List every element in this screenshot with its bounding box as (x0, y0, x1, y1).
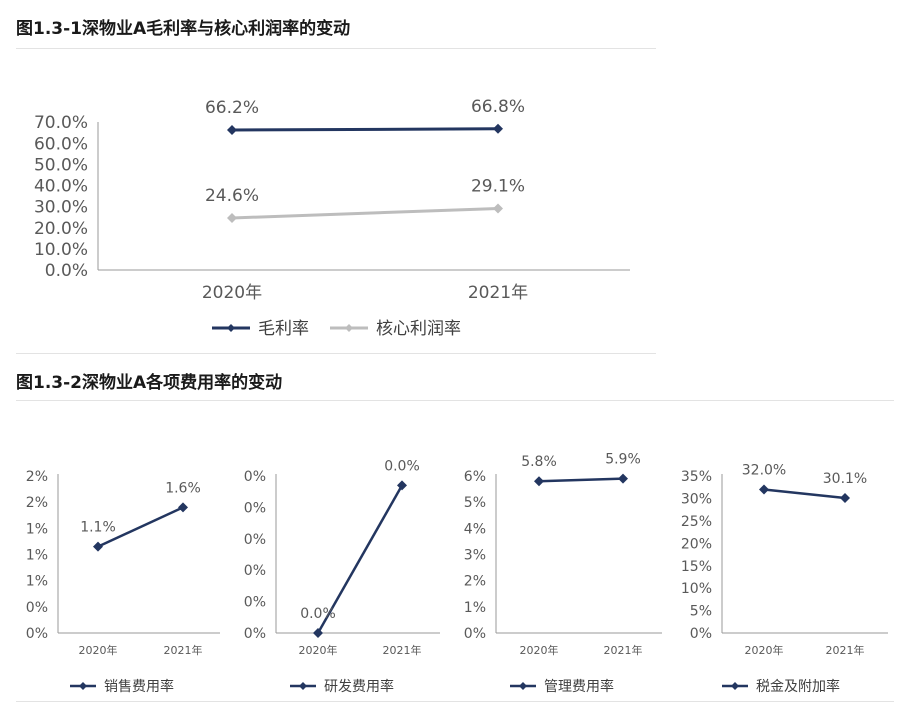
fig2-chart1-data-point (178, 502, 188, 513)
fig1-data-point (227, 212, 237, 223)
fig2-chart1-y-tick-label: 2% (26, 495, 48, 511)
fig2-chart2-data-label: 0.0% (384, 458, 420, 474)
fig2-chart4-y-tick-label: 0% (690, 626, 712, 642)
fig2-chart1-y-tick-label: 1% (26, 548, 48, 564)
fig1-data-point (493, 123, 503, 134)
fig2-chart1-series-line (97, 506, 184, 548)
fig1-x-category-label: 2021年 (468, 283, 528, 303)
fig2-chart2-legend-marker (299, 682, 307, 690)
fig2-chart3-series-line (538, 477, 624, 483)
fig2-chart2-y-tick-label: 0% (244, 500, 266, 516)
fig1-y-tick-label: 0.0% (45, 261, 88, 281)
fig2-chart4-y-tick-label: 25% (681, 514, 712, 530)
fig2-chart3-y-tick-label: 1% (464, 600, 486, 616)
fig2-chart4-y-tick-label: 30% (681, 491, 712, 507)
figure2-bottom-divider (16, 701, 894, 702)
fig2-chart2-series-line (316, 484, 404, 634)
fig2-chart4-data-point (759, 484, 769, 495)
fig2-chart3-legend-marker (519, 682, 527, 690)
fig2-chart3-data-label: 5.9% (605, 452, 641, 468)
fig2-chart1-y-tick-label: 0% (26, 600, 48, 616)
fig1-x-category-label: 2020年 (202, 283, 262, 303)
fig2-chart3-y-tick-label: 2% (464, 574, 486, 590)
fig2-chart1-y-tick-label: 2% (26, 469, 48, 485)
fig2-chart3-y-tick-label: 0% (464, 626, 486, 642)
fig1-series-line (231, 127, 499, 132)
fig2-chart3-y-tick-label: 3% (464, 548, 486, 564)
fig2-chart2-y-tick-label: 0% (244, 532, 266, 548)
fig2-chart3-x-category-label: 2020年 (520, 643, 559, 657)
fig1-data-label: 24.6% (205, 186, 259, 206)
fig2-chart3-data-point (534, 476, 544, 487)
fig2-chart4-x-category-label: 2021年 (826, 643, 865, 657)
figure2-title: 图1.3-2深物业A各项费用率的变动 (16, 373, 283, 393)
fig1-y-tick-label: 30.0% (34, 198, 88, 218)
fig2-chart4-series-line (763, 488, 846, 500)
fig2-chart1-legend-label: 销售费用率 (104, 678, 174, 695)
fig2-chart2-data-label: 0.0% (300, 606, 336, 622)
fig2-chart4-y-tick-label: 20% (681, 536, 712, 552)
fig2-chart2-x-category-label: 2021年 (383, 643, 422, 657)
fig2-chart3-y-tick-label: 5% (464, 495, 486, 511)
fig2-chart1-x-category-label: 2021年 (164, 643, 203, 657)
figure1-title: 图1.3-1深物业A毛利率与核心利润率的变动 (16, 19, 351, 39)
fig2-chart2-y-tick-label: 0% (244, 563, 266, 579)
fig1-legend-label: 核心利润率 (376, 319, 461, 339)
fig2-chart2-x-category-label: 2020年 (299, 643, 338, 657)
fig1-y-tick-label: 10.0% (34, 240, 88, 260)
fig1-data-point (493, 203, 503, 214)
fig1-y-tick-label: 60.0% (34, 134, 88, 154)
fig2-chart3-y-tick-label: 4% (464, 521, 486, 537)
fig1-legend-marker (345, 324, 353, 332)
fig2-chart4-legend-marker (731, 682, 739, 690)
fig1-data-point (227, 125, 237, 136)
fig1-y-tick-label: 20.0% (34, 219, 88, 239)
figure1-chart: 0.0%10.0%20.0%30.0%40.0%50.0%60.0%70.0% 2… (34, 97, 630, 339)
fig2-chart4-data-label: 30.1% (823, 471, 867, 487)
figure1-bottom-divider (16, 353, 656, 354)
fig1-series-line (231, 206, 499, 220)
fig2-chart3-legend-label: 管理费用率 (544, 678, 614, 695)
fig1-legend-label: 毛利率 (258, 319, 309, 339)
fig2-chart2-data-point (313, 628, 323, 638)
fig2-chart1-data-point (93, 541, 103, 552)
fig2-chart4-legend-label: 税金及附加率 (756, 678, 840, 695)
fig2-chart1-x-category-label: 2020年 (79, 643, 118, 657)
figure2-title-divider (16, 400, 894, 401)
fig2-chart4-y-tick-label: 15% (681, 559, 712, 575)
fig2-chart3-data-label: 5.8% (521, 454, 557, 470)
fig2-chart1-data-label: 1.1% (80, 520, 116, 536)
fig2-chart4-y-tick-label: 5% (690, 604, 712, 620)
fig2-chart2-data-point (397, 480, 407, 491)
fig2-chart3-x-category-label: 2021年 (604, 643, 643, 657)
fig2-chart4-y-tick-label: 35% (681, 469, 712, 485)
fig2-chart4-y-tick-label: 10% (681, 581, 712, 597)
fig1-data-label: 66.8% (471, 97, 525, 117)
fig2-chart1-y-tick-label: 1% (26, 521, 48, 537)
fig2-chart2-y-tick-label: 0% (244, 595, 266, 611)
fig2-chart2-y-tick-label: 0% (244, 469, 266, 485)
fig1-y-tick-label: 70.0% (34, 113, 88, 133)
fig2-chart2-legend-label: 研发费用率 (324, 678, 394, 695)
fig2-chart4-data-point (840, 492, 850, 503)
fig1-y-tick-label: 50.0% (34, 155, 88, 175)
fig2-chart1-y-tick-label: 0% (26, 626, 48, 642)
fig2-chart4-x-category-label: 2020年 (745, 643, 784, 657)
fig2-chart1-legend-marker (79, 682, 87, 690)
fig2-chart1-y-tick-label: 1% (26, 574, 48, 590)
fig1-data-label: 29.1% (471, 176, 525, 196)
fig1-data-label: 66.2% (205, 98, 259, 118)
fig2-chart1-data-label: 1.6% (165, 480, 201, 496)
fig2-chart3-data-point (618, 473, 628, 484)
fig2-chart4-data-label: 32.0% (742, 462, 786, 478)
figure1-title-divider (16, 48, 656, 49)
fig2-chart2-y-tick-label: 0% (244, 626, 266, 642)
fig1-legend-marker (227, 324, 235, 332)
fig2-chart3-y-tick-label: 6% (464, 469, 486, 485)
fig1-y-tick-label: 40.0% (34, 177, 88, 197)
